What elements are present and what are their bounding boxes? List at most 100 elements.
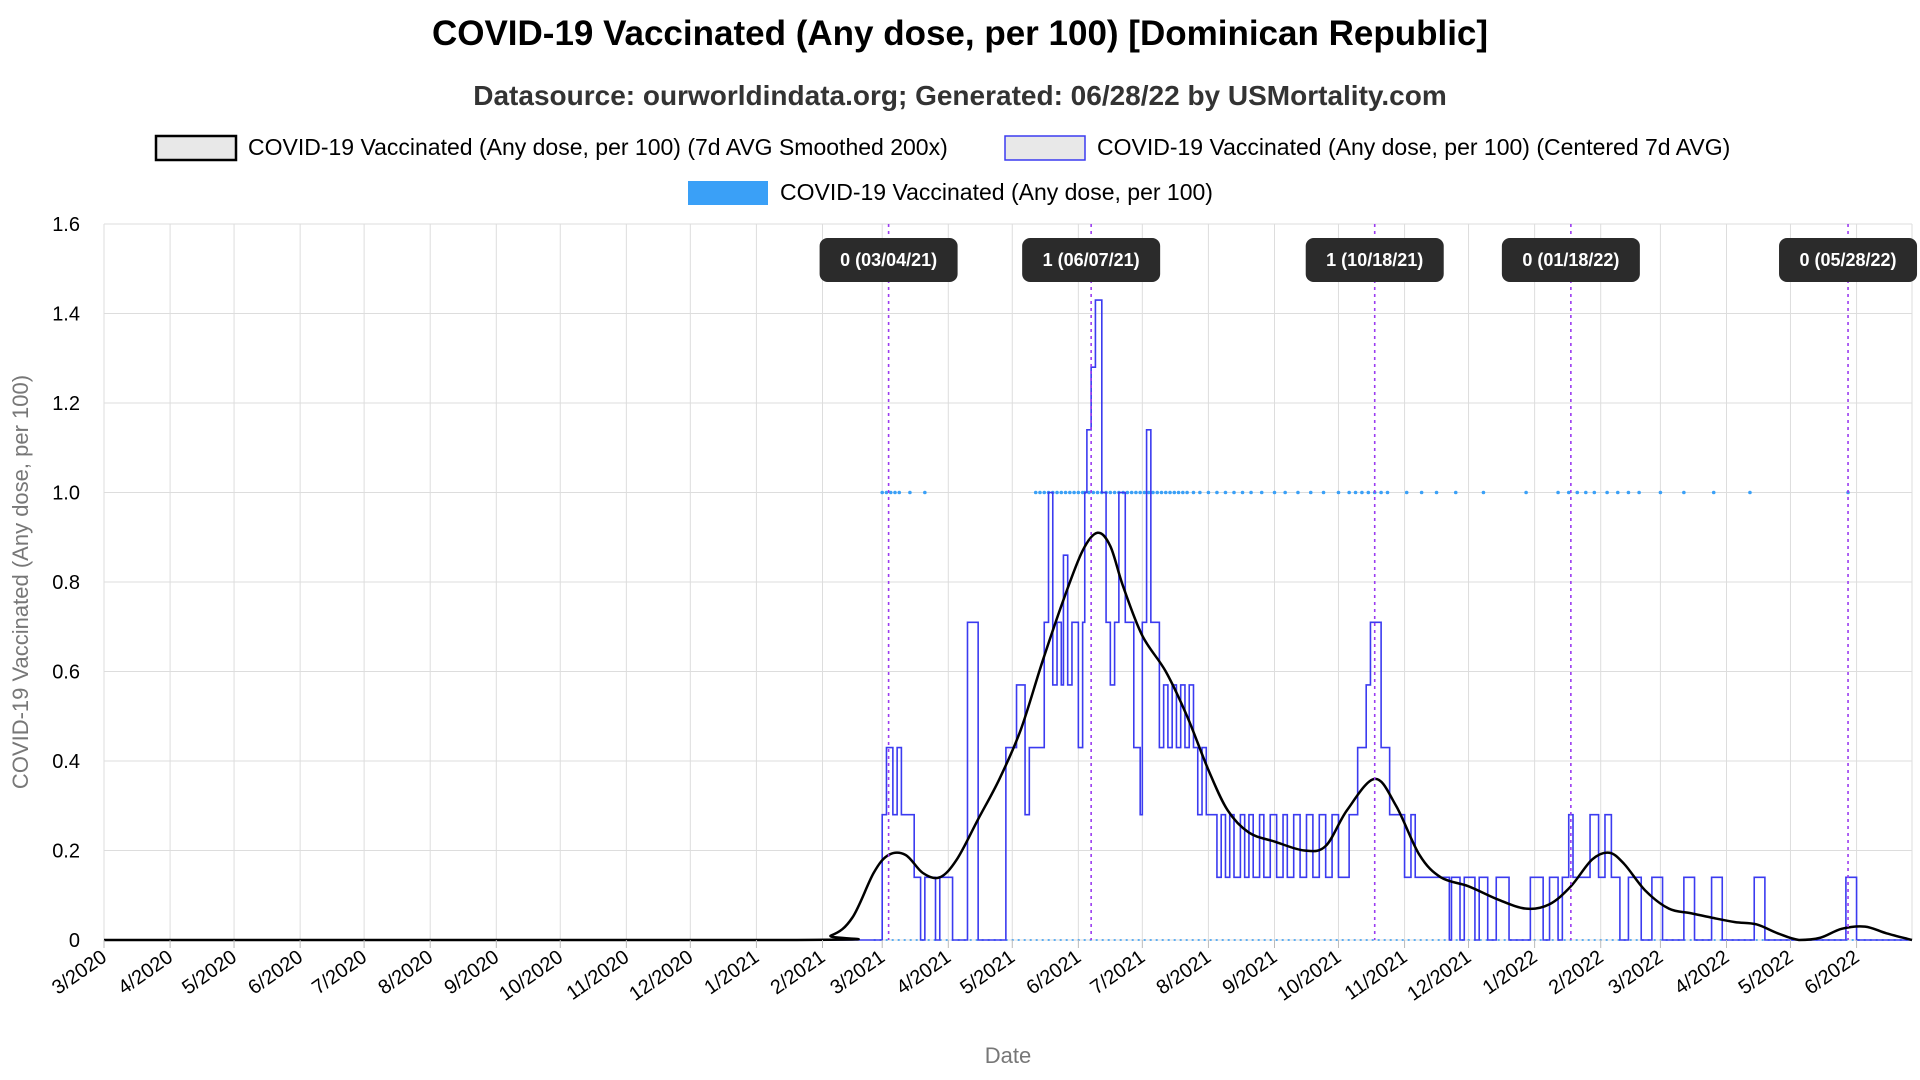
raw-point (1108, 490, 1113, 495)
x-tick-label: 5/2020 (178, 946, 241, 999)
raw-point (1524, 490, 1528, 495)
raw-point (1658, 490, 1663, 495)
x-tick-label: 9/2021 (1219, 946, 1282, 999)
y-tick-label: 1.0 (52, 483, 80, 505)
raw-point (1711, 490, 1716, 495)
y-tick-label: 1.4 (52, 304, 80, 326)
raw-point (1283, 490, 1287, 495)
raw-point (1481, 490, 1486, 495)
raw-point (1125, 490, 1130, 495)
raw-point (1155, 490, 1160, 495)
x-tick-label: 4/2022 (1671, 946, 1734, 999)
raw-point (888, 490, 893, 495)
raw-point (1172, 490, 1177, 495)
raw-point (1575, 490, 1580, 495)
raw-point (884, 490, 889, 495)
x-tick-label: 11/2021 (1341, 946, 1412, 1005)
x-tick-label: 9/2020 (440, 946, 503, 999)
raw-point (1592, 490, 1597, 495)
raw-point (1191, 490, 1196, 495)
annotation-label: 1 (10/18/21) (1326, 250, 1423, 270)
raw-point (1129, 490, 1134, 495)
raw-point (1308, 490, 1313, 495)
raw-point (1419, 490, 1424, 495)
annotation-label: 0 (03/04/21) (840, 250, 937, 270)
raw-point (1453, 490, 1458, 495)
raw-point (1059, 490, 1064, 495)
series-centered-avg (104, 299, 1912, 941)
annotation-label: 1 (06/07/21) (1043, 250, 1140, 270)
raw-point (1176, 490, 1181, 495)
raw-point (1151, 490, 1155, 495)
raw-point (1095, 490, 1100, 495)
x-tick-label: 4/2020 (114, 946, 177, 999)
raw-point (1063, 490, 1068, 495)
x-tick-label: 7/2021 (1086, 946, 1149, 999)
raw-point (923, 490, 927, 495)
raw-point (1042, 490, 1047, 495)
raw-point (1353, 490, 1358, 495)
legend-label: COVID-19 Vaccinated (Any dose, per 100) … (1097, 134, 1730, 160)
raw-point (1232, 490, 1236, 495)
raw-point (1076, 490, 1081, 495)
legend-label: COVID-19 Vaccinated (Any dose, per 100) … (248, 134, 948, 160)
x-tick-label: 8/2021 (1153, 946, 1216, 999)
x-axis-title: Date (985, 1043, 1031, 1068)
x-tick-label: 1/2021 (701, 946, 764, 999)
x-tick-label: 10/2021 (1273, 946, 1345, 1005)
chart-subtitle: Datasource: ourworldindata.org; Generate… (473, 80, 1447, 111)
raw-point (893, 490, 897, 495)
raw-point (1072, 490, 1076, 495)
raw-point (1615, 490, 1620, 495)
raw-point (1185, 490, 1189, 495)
x-tick-label: 1/2022 (1479, 946, 1542, 999)
x-tick-label: 12/2020 (625, 946, 697, 1005)
raw-point (1296, 490, 1300, 495)
x-tick-label: 8/2020 (374, 946, 437, 999)
legend-item-smoothed: COVID-19 Vaccinated (Any dose, per 100) … (154, 134, 948, 162)
legend-swatch (1004, 135, 1086, 161)
raw-point (1249, 490, 1253, 495)
raw-point (1198, 490, 1202, 495)
y-tick-label: 0.6 (52, 662, 80, 684)
raw-point (1181, 490, 1185, 495)
annotation-box (1501, 238, 1640, 282)
x-tick-label: 6/2021 (1022, 946, 1085, 999)
legend-swatch (688, 181, 768, 205)
raw-point (1336, 490, 1341, 495)
raw-point (1146, 490, 1151, 495)
raw-point (1272, 490, 1277, 495)
raw-point (1556, 490, 1560, 495)
x-tick-label: 4/2021 (892, 946, 955, 999)
raw-point (1626, 490, 1631, 495)
raw-point (1142, 490, 1147, 495)
raw-point (897, 490, 902, 495)
raw-point (1112, 490, 1117, 495)
y-tick-label: 1.2 (52, 393, 80, 415)
annotation-label: 0 (01/18/22) (1522, 250, 1619, 270)
raw-point (1321, 490, 1326, 495)
raw-point (1091, 490, 1096, 495)
annotation-box (1022, 238, 1161, 282)
y-tick-label: 0 (69, 930, 80, 952)
legend: COVID-19 Vaccinated (Any dose, per 100) … (154, 134, 1730, 205)
legend-item-raw: COVID-19 Vaccinated (Any dose, per 100) (688, 179, 1213, 205)
annotation-layer: 0 (03/04/21) 1 (06/07/21) 1 (10/18/21) 0 (0… (819, 224, 1918, 940)
y-tick-label: 0.8 (52, 572, 80, 594)
raw-point (1134, 490, 1138, 495)
annotation-box (1305, 238, 1444, 282)
raw-point (908, 490, 912, 495)
x-tick-label: 5/2021 (956, 946, 1019, 999)
raw-point (1637, 490, 1641, 495)
x-tick-label: 7/2020 (308, 946, 371, 999)
raw-point (1240, 490, 1245, 495)
raw-point (1068, 490, 1072, 495)
legend-item-centered: COVID-19 Vaccinated (Any dose, per 100) … (1004, 134, 1730, 161)
legend-swatch (154, 134, 238, 162)
y-axis-title: COVID-19 Vaccinated (Any dose, per 100) (8, 375, 33, 789)
raw-point (880, 490, 885, 495)
annotation-box (1779, 238, 1918, 282)
raw-point (1583, 490, 1588, 495)
x-tick-label: 12/2021 (1404, 946, 1476, 1005)
raw-point (1206, 490, 1211, 495)
